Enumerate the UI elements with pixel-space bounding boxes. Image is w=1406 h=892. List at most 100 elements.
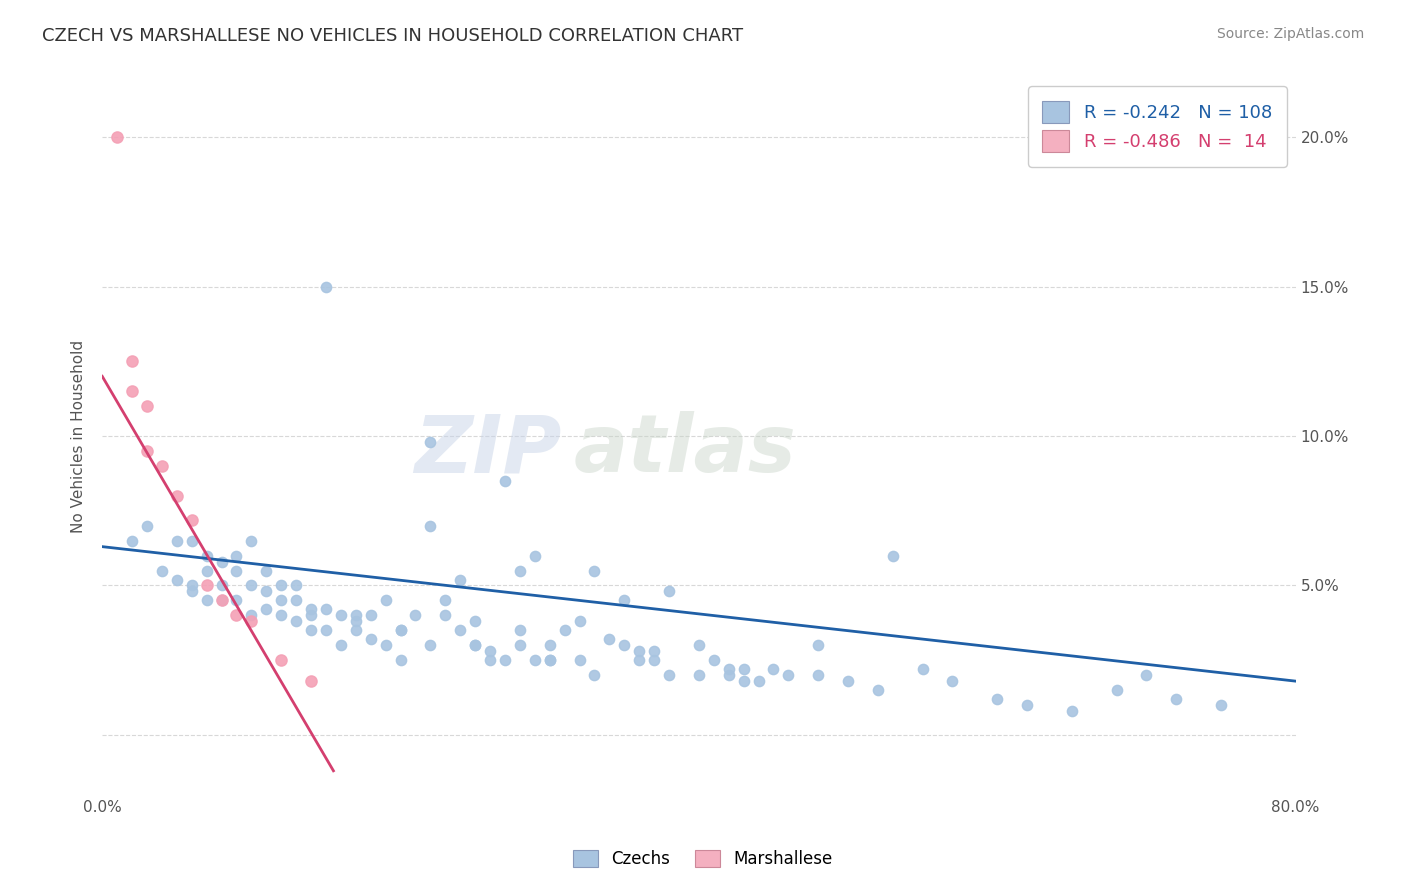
Point [643,653,665,667]
Point [733,662,755,676]
Point [121,533,143,548]
Point [211,593,233,607]
Point [299,602,322,616]
Point [211,593,233,607]
Point [583,564,606,578]
Point [568,653,591,667]
Point [1105,683,1128,698]
Point [434,608,457,623]
Point [225,593,247,607]
Point [986,692,1008,706]
Point [136,399,159,413]
Point [105,130,128,145]
Point [254,584,277,599]
Point [150,564,173,578]
Point [479,653,502,667]
Point [270,653,292,667]
Point [658,584,681,599]
Point [211,578,233,592]
Point [270,578,292,592]
Point [240,615,263,629]
Legend: R = -0.242   N = 108, R = -0.486   N =  14: R = -0.242 N = 108, R = -0.486 N = 14 [1028,87,1286,167]
Point [240,533,263,548]
Point [538,653,561,667]
Point [225,564,247,578]
Point [628,653,651,667]
Point [882,549,904,563]
Point [315,624,337,638]
Point [389,624,412,638]
Point [211,555,233,569]
Point [254,564,277,578]
Point [613,593,636,607]
Point [121,354,143,368]
Point [419,435,441,450]
Point [329,608,352,623]
Point [166,573,188,587]
Legend: Czechs, Marshallese: Czechs, Marshallese [567,843,839,875]
Point [1015,698,1038,712]
Point [717,662,740,676]
Point [778,668,800,682]
Point [688,668,710,682]
Point [523,653,546,667]
Point [1166,692,1188,706]
Point [464,615,486,629]
Point [254,602,277,616]
Point [628,644,651,658]
Text: ZIP: ZIP [415,411,561,490]
Point [180,533,202,548]
Point [150,458,173,473]
Point [434,593,457,607]
Point [180,584,202,599]
Point [315,279,337,293]
Point [270,608,292,623]
Point [464,638,486,652]
Point [299,608,322,623]
Point [703,653,725,667]
Point [121,384,143,399]
Point [360,608,382,623]
Point [866,683,889,698]
Text: CZECH VS MARSHALLESE NO VEHICLES IN HOUSEHOLD CORRELATION CHART: CZECH VS MARSHALLESE NO VEHICLES IN HOUS… [42,27,744,45]
Point [1060,704,1083,718]
Point [419,518,441,533]
Point [464,638,486,652]
Point [299,674,322,689]
Point [329,638,352,652]
Point [315,602,337,616]
Point [941,674,963,689]
Point [733,674,755,689]
Point [1209,698,1232,712]
Point [195,578,218,592]
Point [136,444,159,458]
Point [494,653,516,667]
Point [240,608,263,623]
Point [166,533,188,548]
Point [509,638,531,652]
Point [523,549,546,563]
Point [180,513,202,527]
Point [658,668,681,682]
Point [449,573,471,587]
Text: Source: ZipAtlas.com: Source: ZipAtlas.com [1216,27,1364,41]
Point [568,615,591,629]
Point [583,668,606,682]
Point [554,624,576,638]
Point [762,662,785,676]
Point [166,489,188,503]
Point [807,638,830,652]
Point [225,608,247,623]
Point [374,593,396,607]
Point [911,662,934,676]
Point [449,624,471,638]
Point [419,638,441,652]
Point [1135,668,1157,682]
Point [509,624,531,638]
Point [195,549,218,563]
Point [717,668,740,682]
Point [837,674,859,689]
Point [807,668,830,682]
Point [598,632,620,647]
Point [285,615,308,629]
